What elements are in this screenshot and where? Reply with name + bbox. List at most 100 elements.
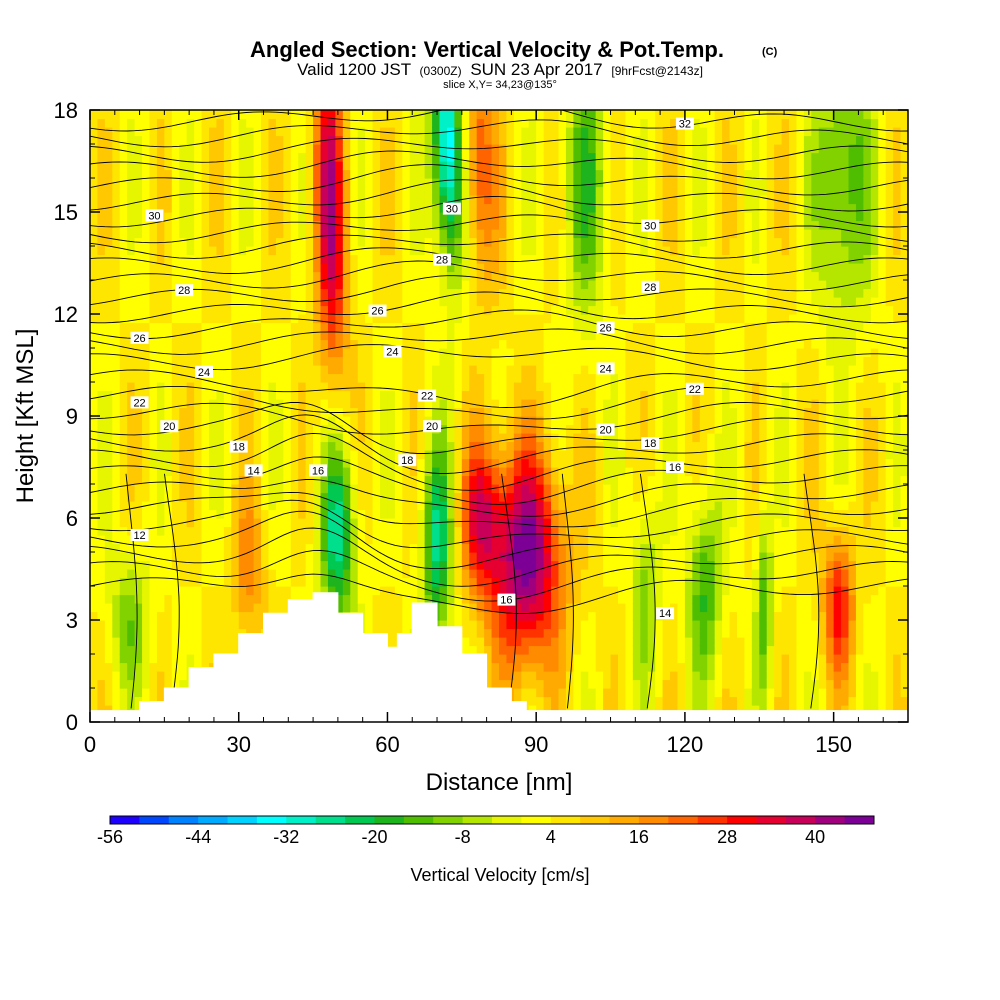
colorbar-tick-label: -20 (361, 827, 387, 847)
isentrope-line (90, 214, 908, 244)
contour-label-bg (596, 321, 615, 334)
contour-label: 22 (418, 389, 437, 403)
isentrope-line (501, 473, 517, 709)
subtitle-date: SUN 23 Apr 2017 (470, 60, 602, 79)
contour-label-bg (675, 117, 694, 130)
contour-label-text: 30 (446, 204, 458, 216)
colorbar-swatch (168, 816, 199, 824)
colorbar-swatch (815, 816, 846, 824)
colorbar-swatch (374, 816, 405, 824)
colorbar-tick-label: -56 (97, 827, 123, 847)
contour-label-bg (175, 284, 194, 297)
contour-label: 18 (229, 440, 248, 454)
contour-label: 32 (675, 117, 694, 131)
contour-label-text: 24 (386, 346, 398, 358)
contour-label-bg (656, 607, 675, 620)
isentrope-line (90, 432, 908, 491)
contour-label: 16 (309, 464, 328, 477)
colorbar-swatch (227, 816, 258, 824)
y-tick-label: 15 (54, 200, 78, 225)
isentrope-line (90, 328, 908, 355)
contour-label: 26 (368, 304, 387, 318)
contour-label-bg (423, 420, 442, 433)
contour-label: 28 (641, 280, 660, 294)
isentrope-line (90, 510, 908, 570)
colorbar-swatch (668, 816, 699, 824)
title-block: Angled Section: Vertical Velocity & Pot.… (250, 37, 778, 91)
colorbar-title: Vertical Velocity [cm/s] (410, 865, 589, 885)
x-tick-label: 30 (226, 732, 250, 757)
contour-label: 12 (130, 529, 149, 542)
colorbar-swatch (756, 816, 787, 824)
colorbar-tick-label: -8 (455, 827, 471, 847)
colorbar-swatch (345, 816, 375, 824)
colorbar-tick-label: -32 (273, 827, 299, 847)
contour-label: 22 (130, 396, 149, 409)
subtitle-zulu: (0300Z) (420, 64, 462, 78)
contour-label-text: 22 (133, 397, 145, 409)
contour-label-text: 26 (133, 333, 145, 345)
velocity-field (90, 110, 908, 722)
plot-area: 32 30 30 30 28 28 28 26 26 26 24 24 24 22 22 22 20 20 20 18… (89, 109, 909, 723)
colorbar-swatch (403, 816, 434, 824)
colorbar-swatch (727, 816, 757, 824)
x-axis: 0 30 60 90 120 150 (84, 110, 884, 757)
isentrope-line (90, 491, 908, 528)
contour-label-bg (596, 362, 615, 375)
isentrope-line (90, 309, 908, 340)
colorbar-tick-label: 4 (546, 827, 556, 847)
isentrope-line (90, 179, 908, 212)
colorbar-swatch (139, 816, 170, 824)
terrain-mask (139, 592, 527, 723)
contour-label: 20 (596, 423, 615, 437)
contour-label-bg (497, 593, 516, 606)
x-axis-label: Distance [nm] (426, 769, 573, 796)
colorbar-swatch (198, 816, 228, 824)
contour-label-text: 22 (421, 391, 433, 403)
isentrope-line (90, 573, 908, 614)
colorbar-swatch (286, 816, 317, 824)
y-tick-label: 18 (54, 98, 78, 123)
isentrope-line (90, 401, 908, 435)
contour-label-text: 22 (689, 384, 701, 396)
contour-label-bg (685, 382, 704, 395)
y-tick-label: 3 (66, 608, 78, 633)
colorbar-tick-label: 28 (717, 827, 737, 847)
contour-label-bg (244, 464, 263, 477)
contour-label-text: 20 (599, 425, 611, 437)
contour-label-bg (641, 280, 660, 293)
chart-title-suffix: (C) (762, 46, 778, 58)
contour-label-text: 20 (163, 421, 175, 433)
isentrope-line (803, 473, 820, 709)
subtitle-forecast: [9hrFcst@2143z] (611, 64, 703, 78)
y-tick-label: 0 (66, 710, 78, 735)
contour-label-text: 24 (599, 363, 611, 375)
colorbar-swatch (609, 816, 640, 824)
contour-label: 24 (383, 345, 402, 358)
colorbar: -56 -44 -32 -20 -8 4 16 28 40 (97, 815, 875, 847)
contour-label-text: 28 (436, 255, 448, 267)
contour-label-text: 18 (233, 442, 245, 454)
contour-label-bg (418, 389, 437, 402)
chart-subtitle: Valid 1200 JST (0300Z) SUN 23 Apr 2017 [… (297, 60, 703, 79)
slice-label: slice X,Y= 34,23@135° (443, 79, 557, 91)
isentrope-line (125, 473, 138, 709)
contour-label-text: 30 (148, 210, 160, 222)
contour-label: 26 (130, 331, 149, 345)
isentrope-line (90, 402, 908, 454)
contour-label-text: 26 (371, 306, 383, 318)
contour-label-bg (145, 209, 164, 222)
contour-label-bg (229, 440, 248, 453)
contour-label-bg (432, 253, 451, 266)
isentrope-line (639, 473, 656, 709)
x-tick-label: 60 (375, 732, 399, 757)
contour-label-text: 14 (659, 608, 671, 620)
chart-title: Angled Section: Vertical Velocity & Pot.… (250, 37, 724, 62)
isentrope-line (90, 110, 908, 132)
colorbar-swatch (315, 816, 346, 824)
contour-label-bg (383, 345, 402, 358)
contour-label-bg (368, 304, 387, 317)
contour-label-text: 20 (426, 421, 438, 433)
colorbar-swatch (521, 816, 552, 824)
